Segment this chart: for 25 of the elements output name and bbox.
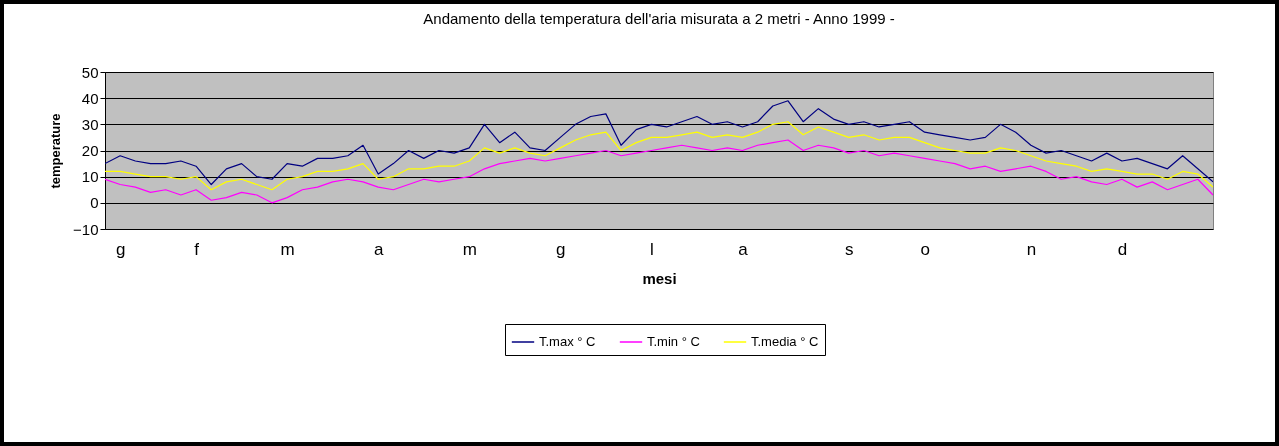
x-tick-label: l	[650, 239, 654, 259]
x-axis-title: mesi	[642, 269, 677, 287]
chart-title: Andamento della temperatura dell'aria misurata a 2 metri - Anno 1999 -	[423, 10, 895, 27]
x-tick-label: n	[1026, 239, 1037, 259]
y-tick-label: −10	[73, 220, 99, 238]
x-tick-label: a	[738, 239, 749, 259]
x-tick-label: s	[844, 239, 854, 259]
x-tick-label: g	[556, 239, 566, 259]
x-tick-label: f	[194, 239, 200, 259]
x-tick-label: d	[1117, 239, 1128, 259]
y-tick-label: 10	[81, 168, 99, 186]
legend-label: T.min ° C	[647, 334, 700, 349]
y-tick-label: 30	[81, 115, 99, 133]
legend-label: T.media ° C	[751, 334, 819, 349]
y-tick-label: 0	[90, 194, 99, 212]
x-tick-label: o	[920, 239, 930, 259]
y-tick-label: 40	[81, 89, 99, 107]
y-axis-title: temperature	[48, 113, 64, 189]
y-tick-label: 50	[81, 63, 99, 81]
x-tick-label: m	[280, 239, 295, 259]
x-tick-label: g	[115, 239, 126, 259]
x-tick-label: a	[373, 239, 384, 259]
y-tick-label: 20	[81, 142, 99, 159]
x-tick-label: m	[462, 239, 477, 259]
legend-label: T.max ° C	[539, 334, 596, 349]
